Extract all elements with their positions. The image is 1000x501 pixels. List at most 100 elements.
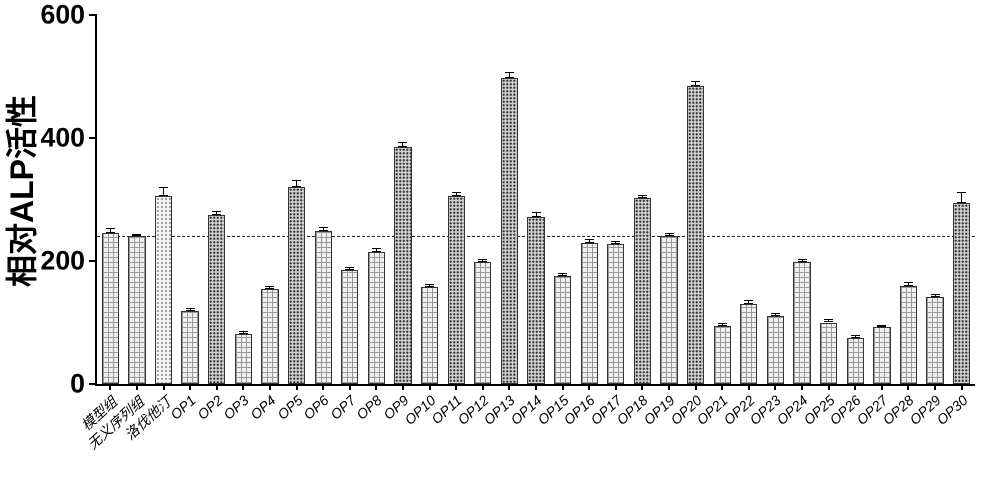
x-tick (429, 384, 431, 390)
bar (421, 287, 438, 384)
bar (394, 147, 411, 384)
error-bar (722, 323, 723, 326)
error-bar (376, 248, 377, 252)
x-tick (375, 384, 377, 390)
x-tick-label: OP2 (194, 392, 226, 423)
error-bar (961, 192, 962, 203)
bar (261, 289, 278, 384)
bar (581, 243, 598, 384)
bar (607, 244, 624, 384)
error-bar (110, 228, 111, 233)
x-tick (455, 384, 457, 390)
error-bar (748, 300, 749, 304)
x-tick (934, 384, 936, 390)
bar (793, 262, 810, 384)
y-tick-label: 600 (41, 0, 85, 31)
x-tick (907, 384, 909, 390)
x-tick (216, 384, 218, 390)
bar (288, 187, 305, 384)
error-bar (349, 267, 350, 270)
x-tick-label: OP6 (300, 392, 332, 423)
error-bar (509, 72, 510, 78)
error-bar (216, 211, 217, 215)
bar (714, 326, 731, 384)
error-bar (482, 259, 483, 263)
bar (235, 334, 252, 384)
error-bar (802, 259, 803, 262)
x-tick (695, 384, 697, 390)
x-tick (109, 384, 111, 390)
error-bar (589, 239, 590, 242)
error-bar (136, 234, 137, 236)
error-bar (536, 212, 537, 217)
bar (368, 252, 385, 384)
x-tick (322, 384, 324, 390)
error-bar (669, 233, 670, 237)
error-bar (642, 195, 643, 198)
error-bar (456, 192, 457, 197)
plot-area: 0200400600模型组无义序列组洛伐他汀OP1OP2OP3OP4OP5OP6… (95, 15, 975, 386)
x-tick (748, 384, 750, 390)
y-axis-label: 相对ALP活性 (0, 94, 43, 286)
error-bar (615, 241, 616, 244)
y-tick (89, 137, 97, 139)
x-tick (535, 384, 537, 390)
x-tick (482, 384, 484, 390)
x-tick (854, 384, 856, 390)
x-tick (349, 384, 351, 390)
bar (181, 311, 198, 384)
bar (634, 198, 651, 384)
error-bar (323, 227, 324, 232)
error-bar (402, 142, 403, 147)
error-bar (429, 284, 430, 286)
bar (953, 203, 970, 384)
x-tick (136, 384, 138, 390)
y-tick (89, 260, 97, 262)
error-bar (855, 335, 856, 338)
error-bar (190, 308, 191, 311)
bar (926, 297, 943, 384)
error-bar (296, 180, 297, 187)
bar (102, 233, 119, 384)
x-tick-label: OP7 (327, 392, 359, 423)
x-tick-label: OP5 (274, 392, 306, 423)
error-bar (935, 294, 936, 297)
bar (474, 262, 491, 384)
y-tick-label: 200 (41, 246, 85, 277)
x-tick (296, 384, 298, 390)
error-bar (828, 319, 829, 322)
error-bar (881, 325, 882, 327)
x-tick (163, 384, 165, 390)
x-tick (508, 384, 510, 390)
x-tick (668, 384, 670, 390)
error-bar (562, 273, 563, 276)
x-tick (242, 384, 244, 390)
bar (660, 236, 677, 384)
bar (740, 304, 757, 384)
bar (873, 327, 890, 384)
y-tick (89, 383, 97, 385)
bar (155, 196, 172, 384)
x-tick (588, 384, 590, 390)
bar (527, 217, 544, 384)
x-tick (641, 384, 643, 390)
y-axis-label-container: 相对ALP活性 (0, 0, 40, 381)
error-bar (775, 313, 776, 316)
y-tick (89, 14, 97, 16)
error-bar (163, 187, 164, 196)
x-tick (562, 384, 564, 390)
bar (128, 236, 145, 384)
alp-activity-bar-chart: 相对ALP活性 0200400600模型组无义序列组洛伐他汀OP1OP2OP3O… (0, 0, 1000, 501)
error-bar (243, 331, 244, 333)
x-tick-label: OP4 (247, 392, 279, 423)
bar (501, 78, 518, 384)
x-tick (615, 384, 617, 390)
bar (341, 270, 358, 384)
error-bar (908, 282, 909, 286)
error-bar (695, 81, 696, 86)
x-tick (881, 384, 883, 390)
y-tick-label: 0 (70, 369, 85, 400)
x-tick (774, 384, 776, 390)
bar (847, 338, 864, 384)
bar (448, 196, 465, 384)
